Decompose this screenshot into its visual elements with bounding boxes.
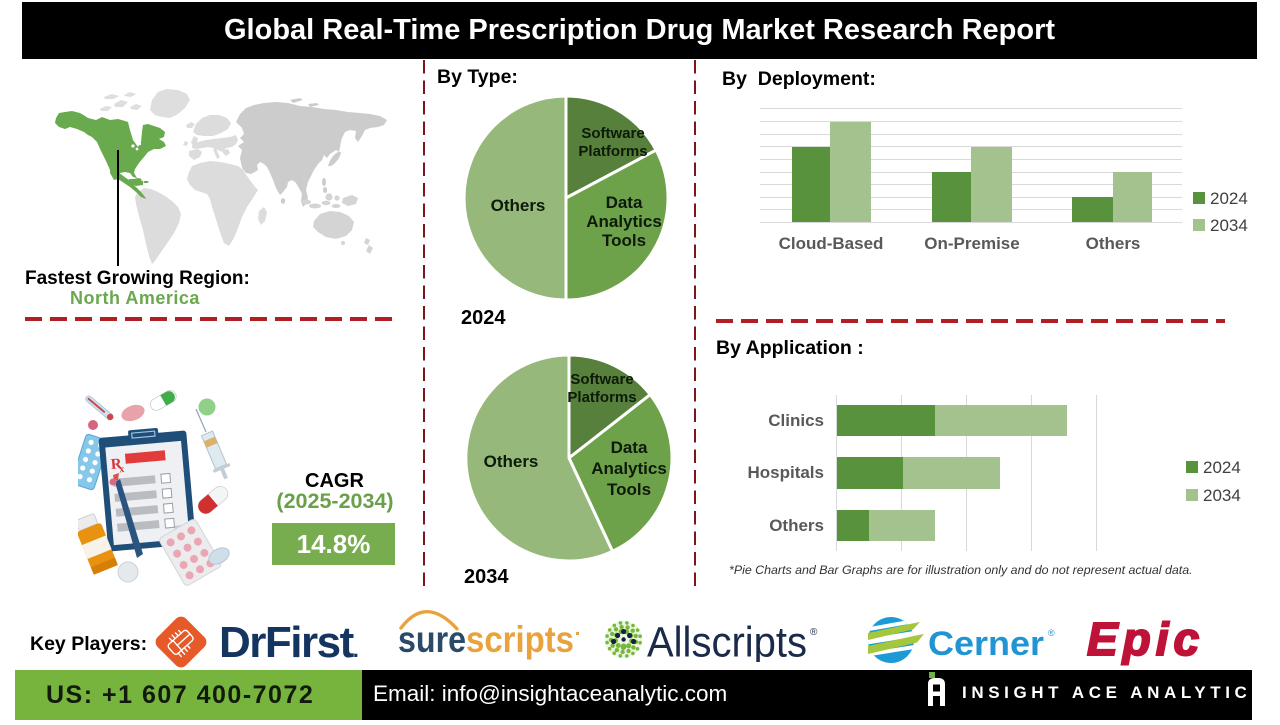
svg-text:Allscripts: Allscripts [647, 619, 807, 663]
svg-text:sure: sure [398, 619, 466, 660]
svg-text:INSIGHT ACE ANALYTIC: INSIGHT ACE ANALYTIC [962, 683, 1251, 702]
svg-text:®: ® [810, 627, 818, 638]
svg-text:scripts: scripts [466, 619, 574, 660]
svg-text:R: R [110, 456, 122, 473]
svg-text:®: ® [1048, 628, 1055, 638]
svg-text:x: x [119, 464, 125, 475]
svg-text:Cerner: Cerner [928, 625, 1044, 663]
